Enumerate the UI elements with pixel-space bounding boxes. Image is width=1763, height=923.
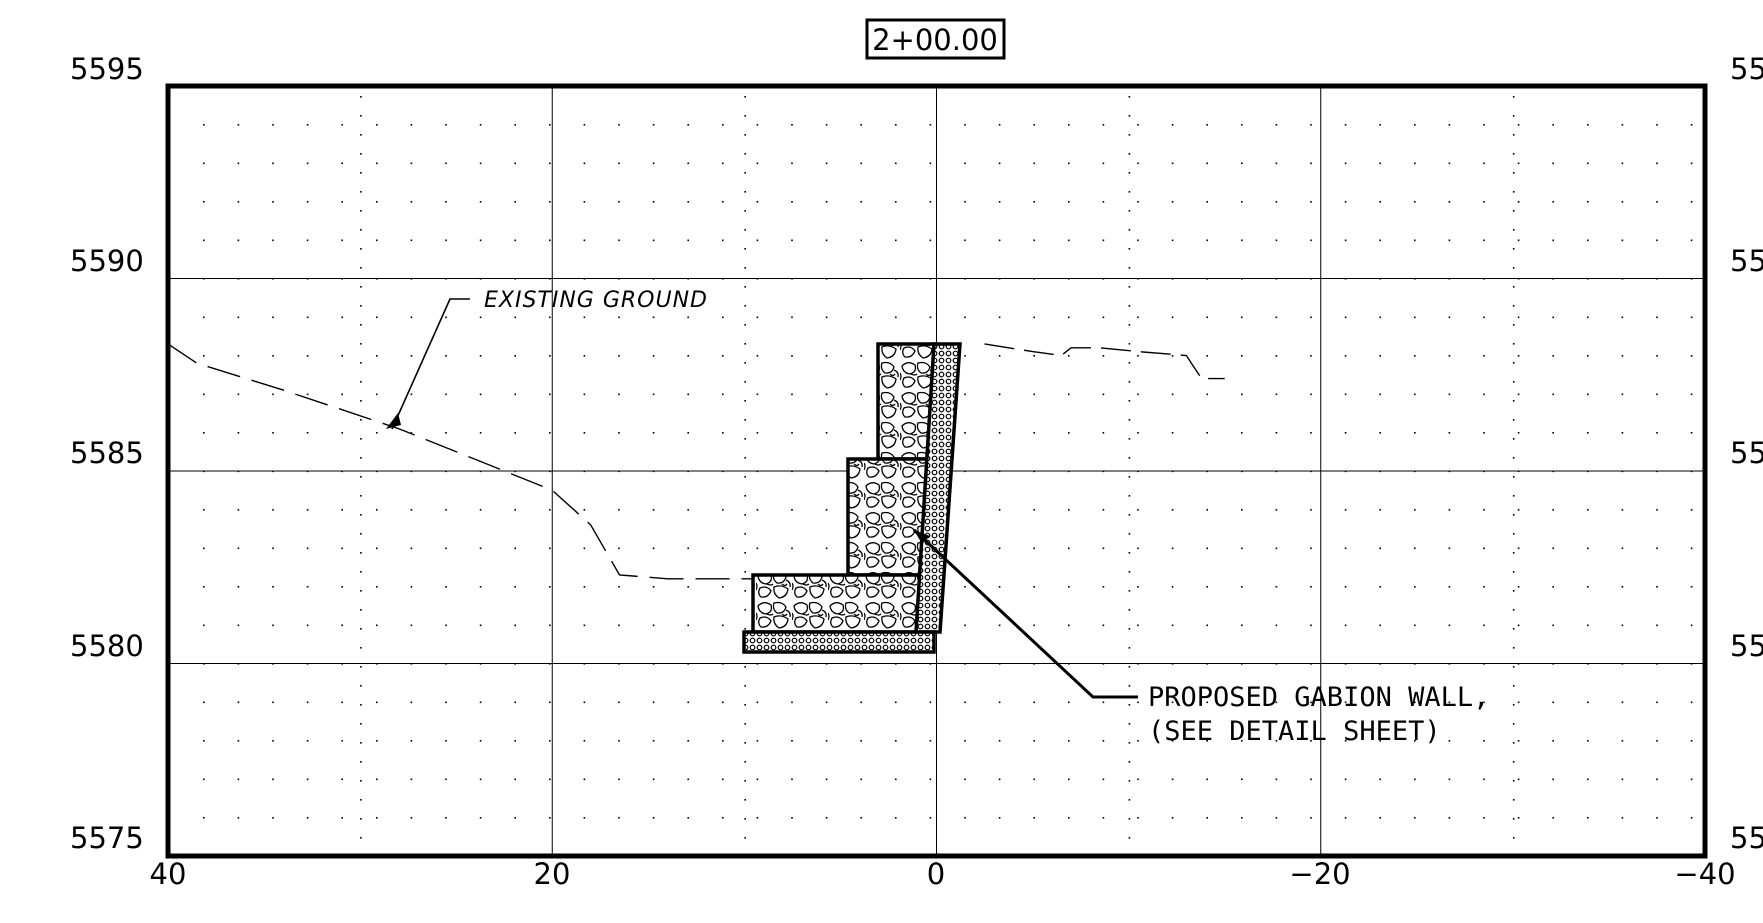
x-tick-label: −20	[1289, 857, 1350, 891]
y-tick-label: 5580	[70, 629, 144, 663]
y-tick-label: 5595	[70, 52, 144, 86]
y-tick-label-right: 55	[1730, 436, 1763, 470]
x-tick-label: 40	[150, 857, 187, 891]
gabion-wall	[742, 342, 962, 654]
y-tick-label-right: 55	[1730, 629, 1763, 663]
y-axis-tick-labels-left: 5595 5590 5585 5580 5575	[70, 52, 144, 855]
y-tick-label-right: 55	[1730, 821, 1763, 855]
gabion-lower-basket	[751, 573, 927, 634]
plot-frame	[165, 83, 1708, 859]
y-tick-label: 5590	[70, 244, 144, 278]
existing-ground-line	[167, 343, 918, 580]
existing-ground-callout: EXISTING GROUND	[386, 288, 708, 430]
station-label: 2+00.00	[872, 23, 998, 57]
gabion-label-line1: PROPOSED GABION WALL,	[1148, 682, 1489, 713]
gabion-upper-basket	[876, 342, 936, 461]
y-tick-label: 5575	[70, 821, 144, 855]
x-tick-label: 20	[534, 857, 571, 891]
gabion-callout: PROPOSED GABION WALL, (SEE DETAIL SHEET)	[912, 528, 1489, 747]
y-axis-tick-labels-right: 55 55 55 55 55	[1730, 52, 1763, 855]
existing-ground-label: EXISTING GROUND	[484, 288, 708, 313]
gabion-label-line2: (SEE DETAIL SHEET)	[1148, 716, 1441, 747]
y-tick-label-right: 55	[1730, 52, 1763, 86]
gabion-base-mattress	[742, 630, 936, 654]
existing-ground-line-right	[984, 343, 1225, 380]
x-tick-label: 0	[927, 857, 945, 891]
x-tick-label: −40	[1674, 857, 1735, 891]
gabion-middle-basket	[846, 457, 932, 577]
y-tick-label: 5585	[70, 436, 144, 470]
y-tick-label-right: 55	[1730, 244, 1763, 278]
station-box	[865, 18, 1006, 60]
x-axis-tick-labels: 40 20 0 −20 −40	[150, 857, 1736, 891]
